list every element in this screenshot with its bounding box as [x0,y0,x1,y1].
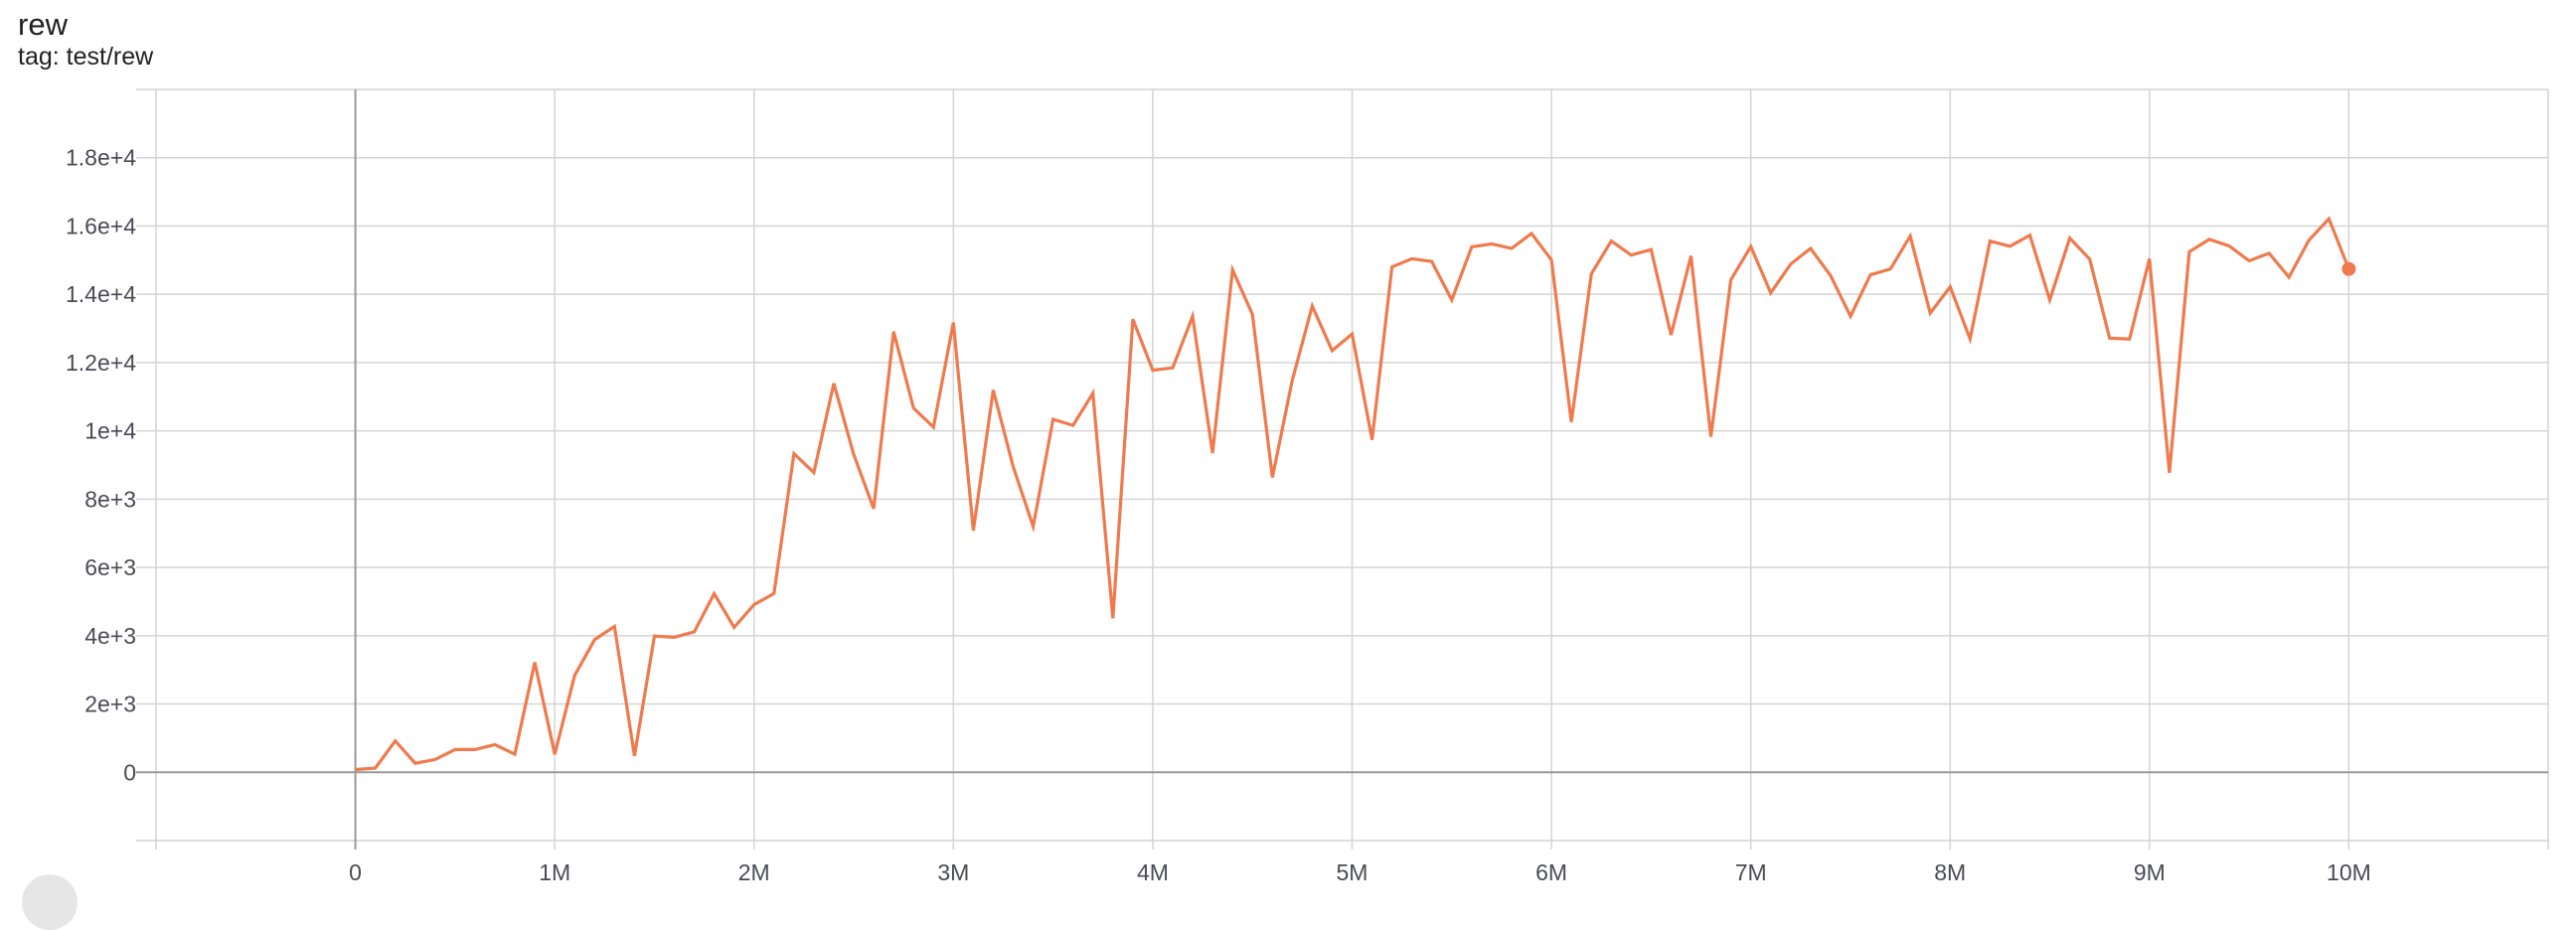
axes [136,89,2548,850]
x-tick-label: 5M [1337,859,1368,885]
x-tick-label: 9M [2134,859,2166,885]
y-tick-label: 0 [123,759,136,785]
gridlines [136,89,2548,850]
last-point-marker [2341,262,2355,276]
x-tick-label: 1M [539,859,570,885]
x-tick-label: 8M [1934,859,1966,885]
y-tick-label: 8e+3 [84,486,136,512]
x-tick-label: 10M [2327,859,2371,885]
y-tick-label: 4e+3 [84,623,136,649]
x-tick-label: 7M [1735,859,1767,885]
series [355,219,2355,769]
y-tick-label: 2e+3 [84,692,136,717]
x-tick-label: 6M [1535,859,1567,885]
y-tick-label: 1e+4 [84,418,136,444]
x-tick-label: 2M [738,859,770,885]
line-chart: 0 2e+3 4e+3 6e+3 8e+3 1e+4 1.2e+4 1.4e+4 1.6e+4 1… [0,0,2576,892]
x-tick-label: 3M [937,859,969,885]
x-axis-labels: 0 1M 2M 3M 4M 5M 6M 7M 8M 9M 10M [349,859,2371,885]
y-tick-label: 1.2e+4 [66,350,136,376]
y-tick-label: 1.4e+4 [66,281,136,307]
x-tick-label: 4M [1137,859,1169,885]
fab-button[interactable] [22,874,78,930]
x-tick-label: 0 [349,859,362,885]
y-tick-label: 6e+3 [84,554,136,580]
y-tick-label: 1.8e+4 [66,145,136,171]
y-tick-label: 1.6e+4 [66,213,136,238]
y-axis-labels: 0 2e+3 4e+3 6e+3 8e+3 1e+4 1.2e+4 1.4e+4 1.6e+4 1… [66,145,136,786]
